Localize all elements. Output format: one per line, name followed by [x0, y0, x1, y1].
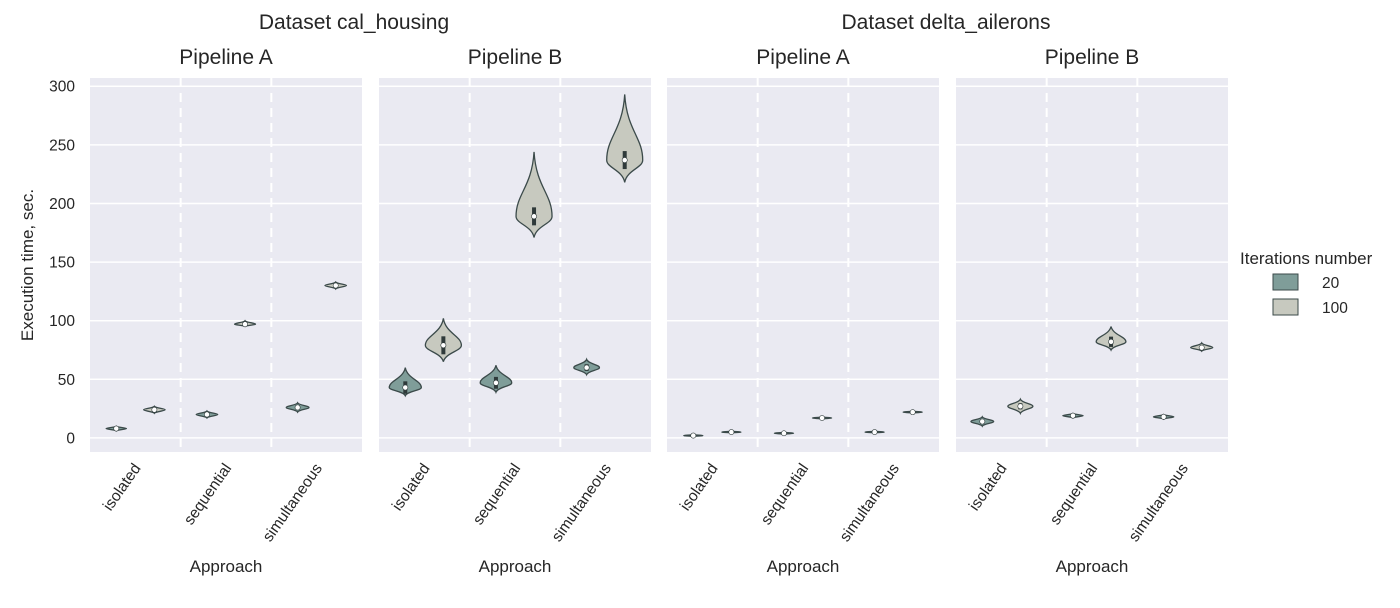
median-marker-twenty-simultaneous: [294, 404, 301, 411]
x-tick-label: simultaneous: [260, 460, 326, 545]
median-marker-hundred-simultaneous: [1198, 344, 1205, 351]
dataset-title-cal-housing: Dataset cal_housing: [259, 11, 449, 34]
panel-background: [90, 78, 362, 452]
x-tick-label: sequential: [1047, 461, 1101, 529]
x-tick-label: simultaneous: [837, 460, 903, 545]
legend-label-100: 100: [1322, 300, 1348, 317]
x-tick-label: simultaneous: [549, 460, 615, 545]
median-marker-twenty-sequential: [204, 411, 210, 418]
panels: Pipeline A isolated sequential simultaneous…: [49, 46, 1228, 576]
x-tick-label: isolated: [966, 461, 1011, 515]
median-marker-hundred-simultaneous: [332, 282, 339, 289]
panel-title: Pipeline A: [179, 46, 272, 69]
x-axis-label: Approach: [767, 557, 840, 576]
x-tick-label: isolated: [389, 461, 434, 515]
legend-swatch-20: [1272, 273, 1299, 291]
median-marker-twenty-isolated: [113, 425, 120, 432]
y-tick-label: 250: [49, 137, 75, 154]
panel-1: Pipeline A isolated sequential simultaneous…: [49, 46, 362, 576]
panel-2: Pipeline B isolated sequential simultaneous…: [379, 46, 651, 576]
median-marker-hundred-sequential: [531, 213, 537, 220]
panel-background: [956, 78, 1228, 452]
y-tick-label: 50: [58, 372, 76, 389]
legend-title: Iterations number: [1240, 249, 1373, 268]
y-tick-label: 200: [49, 196, 75, 213]
x-tick-label: isolated: [677, 461, 722, 515]
median-marker-twenty-isolated: [979, 418, 986, 425]
median-marker-hundred-isolated: [151, 406, 158, 413]
x-tick-label: sequential: [758, 461, 812, 529]
median-marker-twenty-sequential: [781, 430, 787, 437]
panel-title: Pipeline B: [468, 46, 563, 69]
x-axis-label: Approach: [190, 557, 263, 576]
x-axis-label: Approach: [479, 557, 552, 576]
median-marker-hundred-isolated: [1017, 403, 1024, 410]
y-tick-label: 100: [49, 313, 75, 330]
median-marker-twenty-simultaneous: [871, 429, 878, 435]
median-marker-twenty-simultaneous: [583, 364, 590, 371]
x-tick-label: sequential: [470, 461, 524, 529]
median-marker-hundred-sequential: [819, 415, 825, 421]
legend-swatch-100: [1272, 298, 1299, 316]
median-marker-twenty-sequential: [1070, 412, 1076, 419]
median-marker-hundred-simultaneous: [909, 409, 916, 416]
median-marker-hundred-isolated: [440, 342, 447, 349]
y-axis-label: Execution time, sec.: [18, 189, 37, 341]
median-marker-hundred-isolated: [728, 429, 735, 435]
dataset-title-delta-ailerons: Dataset delta_ailerons: [842, 11, 1051, 34]
panel-title: Pipeline A: [756, 46, 849, 69]
legend: Iterations number 20 100: [1240, 249, 1373, 317]
panel-background: [379, 78, 651, 452]
median-marker-twenty-simultaneous: [1160, 413, 1167, 420]
y-tick-label: 300: [49, 79, 75, 96]
median-marker-hundred-sequential: [1108, 338, 1114, 345]
panel-4: Pipeline B isolated sequential simultaneous…: [956, 46, 1228, 576]
violin-hundred-simultaneous: [606, 94, 644, 183]
x-tick-label: simultaneous: [1126, 460, 1192, 545]
y-tick-label: 150: [49, 255, 75, 272]
median-marker-hundred-sequential: [242, 321, 248, 328]
x-tick-label: isolated: [100, 461, 145, 515]
median-marker-hundred-simultaneous: [621, 157, 628, 163]
x-tick-label: sequential: [181, 461, 235, 529]
median-marker-twenty-sequential: [493, 379, 499, 386]
panel-title: Pipeline B: [1045, 46, 1140, 69]
x-axis-label: Approach: [1056, 557, 1129, 576]
median-marker-twenty-isolated: [690, 432, 697, 439]
median-marker-twenty-isolated: [402, 384, 409, 391]
legend-label-20: 20: [1322, 275, 1340, 292]
y-tick-label: 0: [66, 430, 75, 447]
violin-hundred-sequential: [515, 151, 553, 238]
panel-background: [667, 78, 939, 452]
panel-3: Pipeline A isolated sequential simultaneous…: [667, 46, 939, 576]
